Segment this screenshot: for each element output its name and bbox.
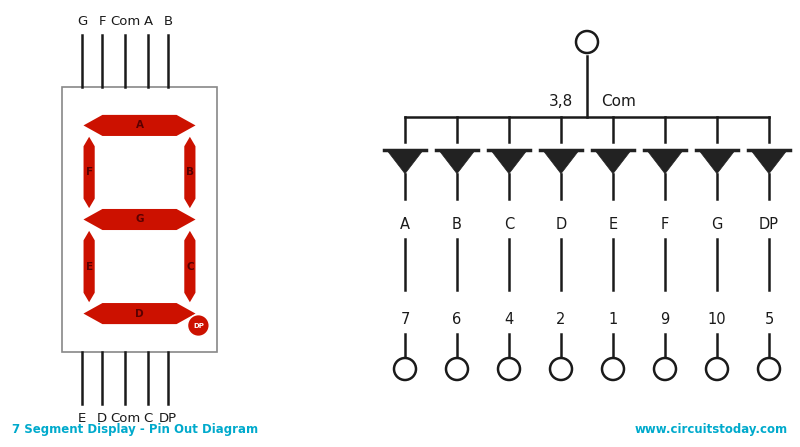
Text: F: F [661,217,669,232]
Text: A: A [135,120,143,131]
Text: Com: Com [110,412,140,425]
Polygon shape [387,150,423,174]
Text: 9: 9 [660,312,670,327]
Text: B: B [163,15,173,28]
Polygon shape [647,150,683,174]
Polygon shape [82,134,96,211]
Text: G: G [77,15,87,28]
Text: F: F [86,168,93,177]
Circle shape [187,315,210,336]
Text: 10: 10 [708,312,726,327]
Text: 7 Segment Display - Pin Out Diagram: 7 Segment Display - Pin Out Diagram [12,422,258,435]
Text: D: D [555,217,566,232]
Circle shape [758,358,780,380]
Text: A: A [143,15,153,28]
Polygon shape [699,150,735,174]
Circle shape [654,358,676,380]
Text: E: E [609,217,618,232]
Text: D: D [97,412,107,425]
Polygon shape [491,150,527,174]
Text: DP: DP [159,412,177,425]
Text: D: D [135,308,144,319]
Text: B: B [452,217,462,232]
Circle shape [394,358,416,380]
Polygon shape [543,150,579,174]
Text: E: E [78,412,86,425]
Bar [62,87,217,352]
Circle shape [706,358,728,380]
Text: E: E [86,261,93,271]
Text: A: A [400,217,410,232]
Text: DP: DP [193,322,204,329]
Text: 4: 4 [504,312,514,327]
Polygon shape [183,134,197,211]
Text: B: B [186,168,194,177]
Polygon shape [82,228,96,305]
Text: G: G [135,215,144,224]
Text: 5: 5 [764,312,774,327]
Text: 3,8: 3,8 [549,94,573,110]
Text: DP: DP [759,217,779,232]
Text: C: C [186,261,194,271]
Polygon shape [81,207,198,232]
Polygon shape [81,302,198,325]
Text: 2: 2 [556,312,566,327]
Text: 6: 6 [452,312,462,327]
Polygon shape [595,150,631,174]
Text: F: F [98,15,106,28]
Text: 1: 1 [608,312,618,327]
Circle shape [576,31,598,53]
Text: Com: Com [110,15,140,28]
Text: 7: 7 [400,312,410,327]
Text: C: C [143,412,153,425]
Text: Com: Com [601,94,636,110]
Polygon shape [439,150,475,174]
Polygon shape [751,150,787,174]
Polygon shape [183,228,197,305]
Circle shape [550,358,572,380]
Circle shape [498,358,520,380]
Polygon shape [81,114,198,137]
Text: www.circuitstoday.com: www.circuitstoday.com [635,422,788,435]
Text: C: C [504,217,514,232]
Circle shape [446,358,468,380]
Circle shape [602,358,624,380]
Text: G: G [711,217,722,232]
